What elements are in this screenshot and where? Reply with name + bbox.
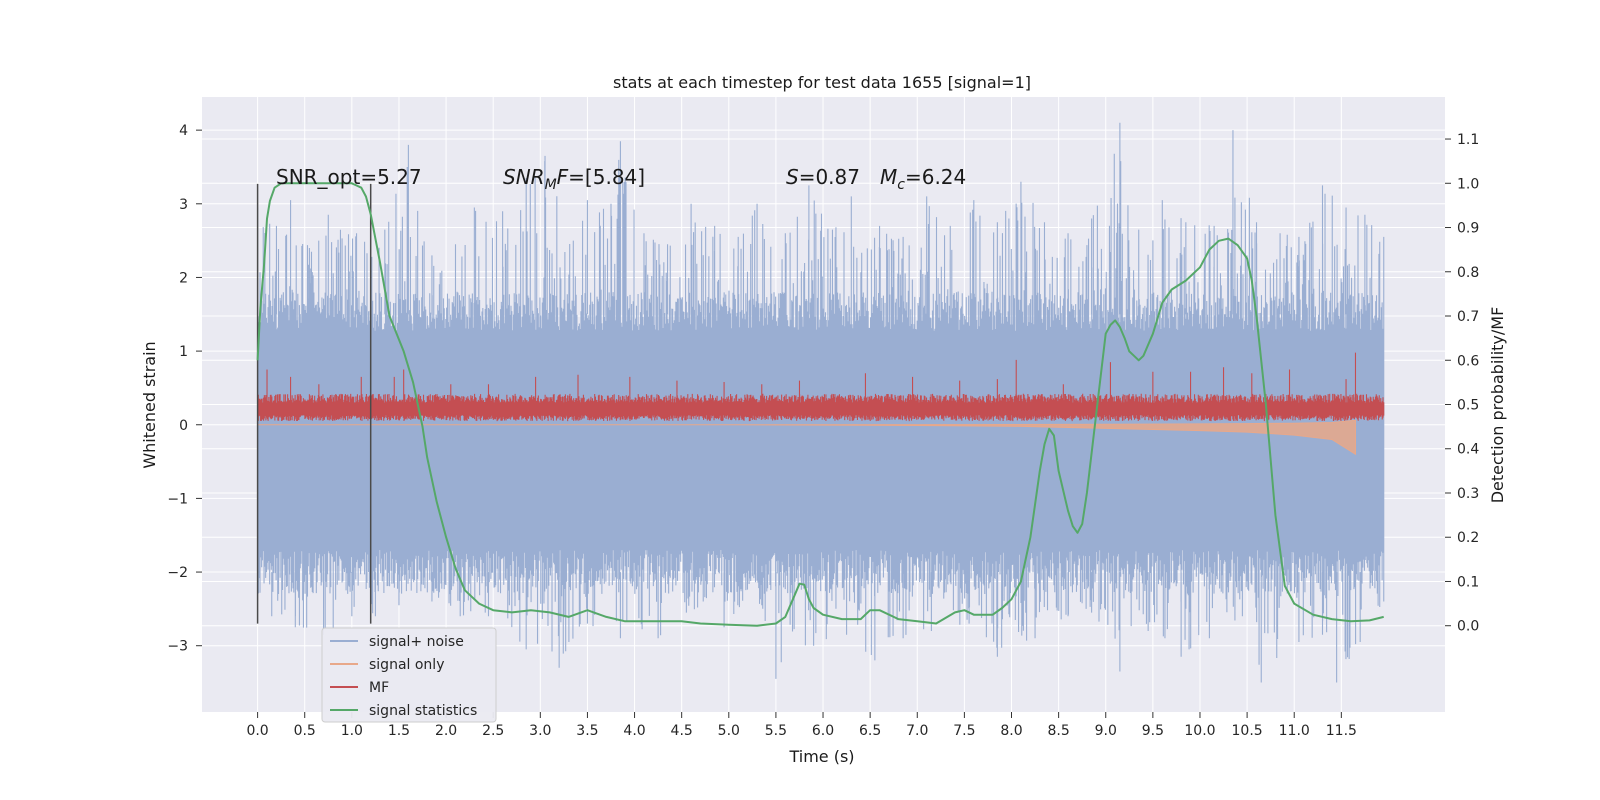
y2-tick-label: 0.7 <box>1457 309 1479 325</box>
s-value: =0.87 <box>799 165 860 189</box>
x-tick-label: 9.0 <box>1095 723 1117 739</box>
mc-sub: c <box>897 177 905 193</box>
y2-tick-label: 0.1 <box>1457 574 1479 590</box>
x-tick-label: 2.5 <box>482 723 504 739</box>
x-axis-label: Time (s) <box>788 747 854 766</box>
snr-mf-sub: M <box>545 177 557 193</box>
x-tick-label: 5.5 <box>765 723 787 739</box>
s-var: S <box>786 165 799 189</box>
x-tick-label: 9.5 <box>1142 723 1164 739</box>
y-tick-label: 1 <box>179 344 188 360</box>
x-tick-label: 6.0 <box>812 723 834 739</box>
legend-label-mf: MF <box>369 680 389 696</box>
x-tick-label: 3.0 <box>529 723 551 739</box>
annotation-mc: Mc=6.24 <box>880 165 966 193</box>
y2-axis-label: Detection probability/MF <box>1488 307 1507 504</box>
y-tick-label: −1 <box>167 491 188 507</box>
chart-title: stats at each timestep for test data 165… <box>613 73 1031 92</box>
snr-mf-f: F <box>557 165 569 189</box>
y2-axis-ticks: 1.1 1.0 0.9 0.8 0.7 0.6 0.5 0.4 0.3 0.2 0.1 0.0 <box>1445 132 1479 635</box>
x-tick-label: 0.5 <box>294 723 316 739</box>
y2-tick-label: 1.1 <box>1457 132 1479 148</box>
y2-tick-label: 0.4 <box>1457 442 1479 458</box>
y2-tick-label: 0.5 <box>1457 398 1479 414</box>
snr-mf-main: SNR <box>503 165 545 189</box>
x-tick-label: 6.5 <box>859 723 881 739</box>
legend-label-stats: signal statistics <box>369 703 477 719</box>
y-tick-label: −2 <box>167 565 188 581</box>
x-tick-label: 0.0 <box>246 723 268 739</box>
legend-box <box>321 627 497 723</box>
mc-var: M <box>880 165 897 189</box>
legend-label-signal-only: signal only <box>369 657 444 673</box>
x-tick-label: 11.0 <box>1279 723 1310 739</box>
y-axis-ticks: 4 3 2 1 0 −1 −2 −3 <box>167 123 202 655</box>
x-tick-label: 8.0 <box>1000 723 1022 739</box>
annotation-snr-opt: SNR_opt=5.27 <box>276 165 422 189</box>
y2-tick-label: 0.8 <box>1457 265 1479 281</box>
series-signal-statistics <box>256 182 1384 627</box>
x-tick-label: 10.0 <box>1184 723 1215 739</box>
x-tick-label: 8.5 <box>1047 723 1069 739</box>
legend-label-noise: signal+ noise <box>369 634 464 650</box>
x-tick-label: 4.0 <box>623 723 645 739</box>
y2-tick-label: 0.2 <box>1457 530 1479 546</box>
snr-mf-value: =[5.84] <box>568 165 645 189</box>
y-tick-label: 0 <box>179 418 188 434</box>
x-tick-label: 2.0 <box>435 723 457 739</box>
y2-tick-label: 1.0 <box>1457 176 1479 192</box>
mc-value: =6.24 <box>905 165 966 189</box>
y-tick-label: 4 <box>179 123 188 139</box>
annotation-s: S=0.87 <box>786 165 860 189</box>
x-tick-label: 11.5 <box>1326 723 1357 739</box>
y2-tick-label: 0.0 <box>1457 619 1479 635</box>
series-signal-only <box>257 419 1356 456</box>
y2-tick-label: 0.6 <box>1457 353 1479 369</box>
y-tick-label: 2 <box>179 270 188 286</box>
y-tick-label: −3 <box>167 639 188 655</box>
x-tick-label: 1.0 <box>341 723 363 739</box>
x-axis-ticks: 0.0 0.5 1.0 1.5 2.0 2.5 3.0 3.5 4.0 4.5 5.0 5.5 6.0 6… <box>246 712 1357 739</box>
legend: signal+ noise signal only MF signal stat… <box>321 627 497 723</box>
x-tick-label: 5.0 <box>718 723 740 739</box>
x-tick-label: 7.0 <box>906 723 928 739</box>
y2-tick-label: 0.3 <box>1457 486 1479 502</box>
x-tick-label: 7.5 <box>953 723 975 739</box>
x-tick-label: 10.5 <box>1232 723 1263 739</box>
y2-tick-label: 0.9 <box>1457 221 1479 237</box>
y-axis-label: Whitened strain <box>140 341 159 468</box>
x-tick-label: 3.5 <box>576 723 598 739</box>
annotation-snr-mf: SNRMF=[5.84] <box>503 165 645 193</box>
y-tick-label: 3 <box>179 197 188 213</box>
x-tick-label: 4.5 <box>671 723 693 739</box>
chart-marks <box>256 122 1385 683</box>
x-tick-label: 1.5 <box>388 723 410 739</box>
